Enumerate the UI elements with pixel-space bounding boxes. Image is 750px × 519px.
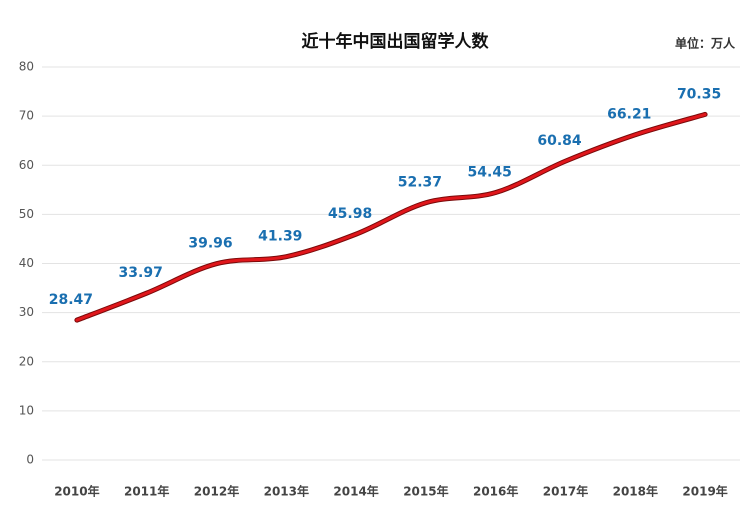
data-label: 45.98 (328, 206, 372, 222)
y-tick-label: 80 (19, 60, 34, 74)
y-tick-label: 40 (19, 256, 34, 270)
x-tick-label: 2016年 (473, 484, 518, 499)
data-label: 60.84 (537, 133, 582, 149)
y-tick-label: 20 (19, 354, 34, 368)
data-label: 52.37 (398, 175, 442, 191)
x-tick-label: 2012年 (194, 484, 239, 499)
data-label: 33.97 (119, 265, 163, 281)
y-tick-label: 60 (19, 158, 34, 172)
data-label: 70.35 (677, 86, 721, 102)
y-tick-label: 0 (26, 453, 34, 467)
data-label: 41.39 (258, 229, 302, 245)
y-tick-label: 70 (19, 109, 34, 123)
x-tick-label: 2010年 (54, 484, 99, 499)
x-tick-label: 2017年 (543, 484, 588, 499)
x-tick-label: 2018年 (613, 484, 658, 499)
unit-label: 单位：万人 (675, 36, 736, 51)
line (75, 112, 707, 322)
data-label: 28.47 (49, 292, 93, 308)
data-label: 54.45 (468, 165, 512, 181)
y-tick-label: 50 (19, 207, 34, 221)
chart-title: 近十年中国出国留学人数 (302, 31, 490, 52)
x-tick-label: 2019年 (682, 484, 727, 499)
x-tick-label: 2011年 (124, 484, 169, 499)
x-tick-label: 2013年 (264, 484, 309, 499)
x-tick-label: 2014年 (333, 484, 378, 499)
y-tick-label: 30 (19, 305, 34, 319)
data-label: 39.96 (188, 236, 232, 252)
y-tick-label: 10 (19, 403, 34, 417)
x-tick-label: 2015年 (403, 484, 448, 499)
data-label: 66.21 (607, 107, 651, 123)
